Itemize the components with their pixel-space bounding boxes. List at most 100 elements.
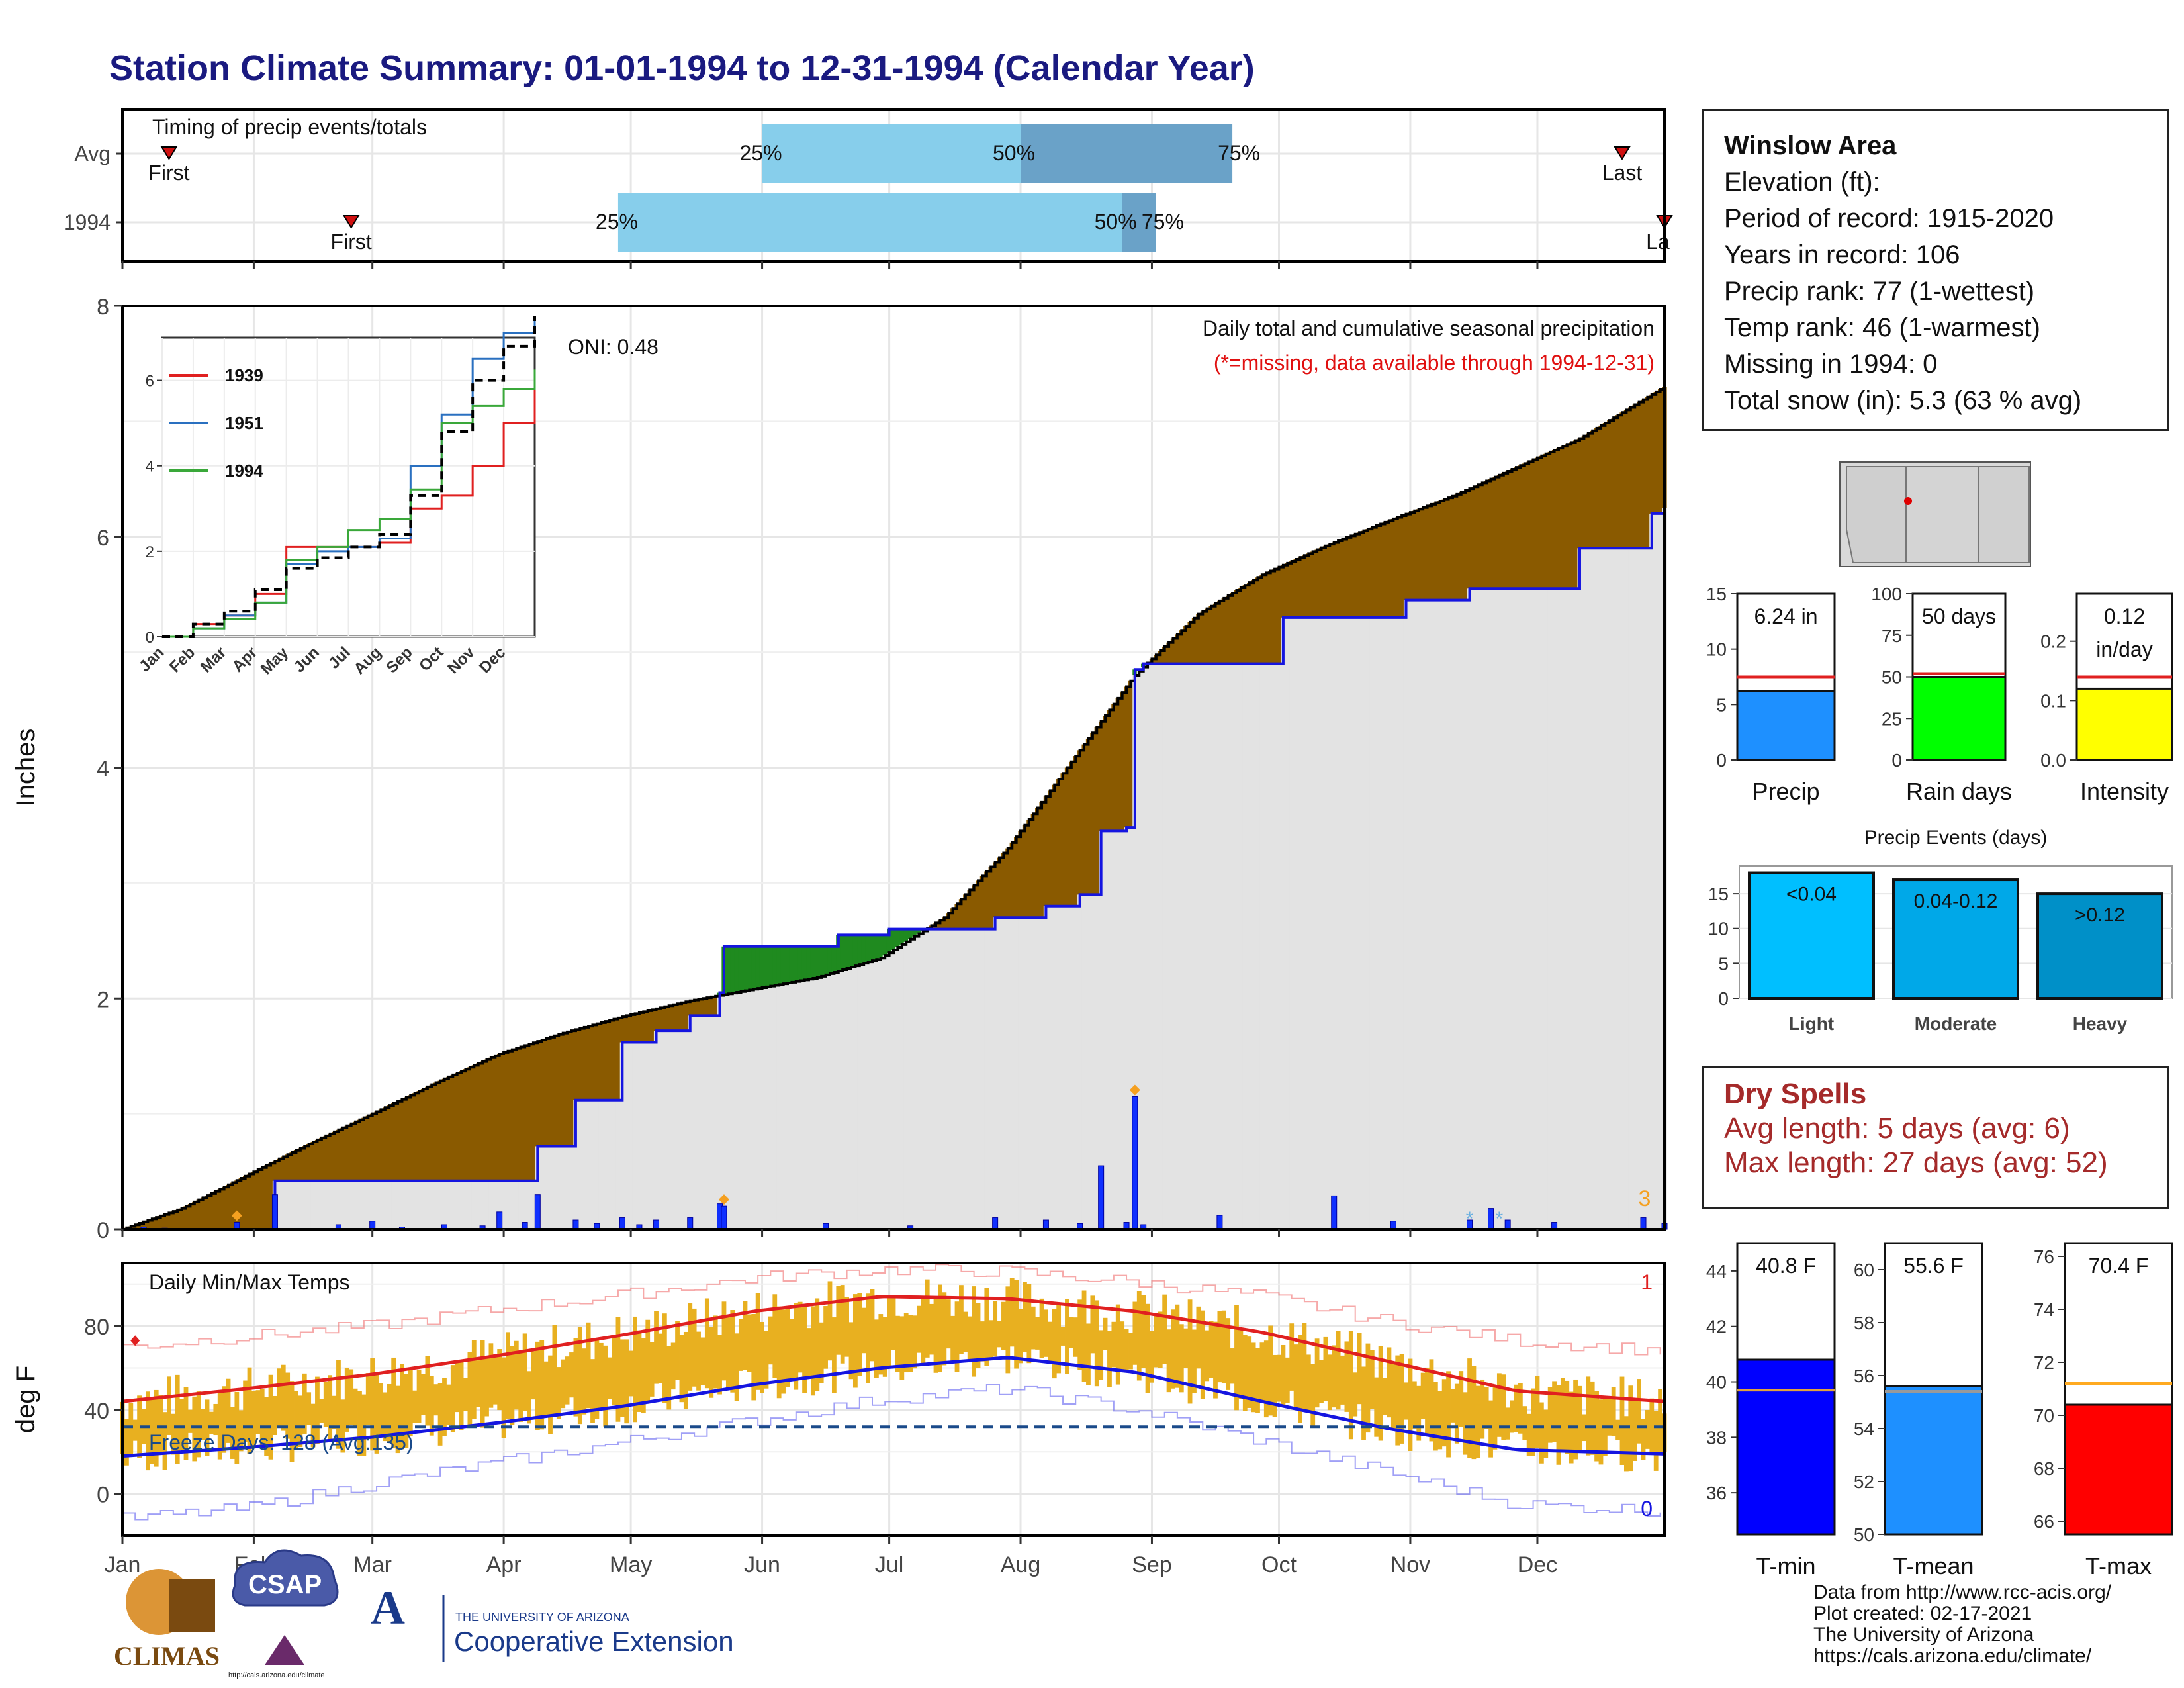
precip-gray-fill <box>794 981 799 1229</box>
precip-deficit-fill <box>1445 498 1451 600</box>
precip-deficit-fill <box>967 890 972 929</box>
precip-deficit-fill <box>1064 767 1070 906</box>
daily-temp-bar <box>548 1355 553 1434</box>
daily-temp-bar <box>675 1321 680 1380</box>
precip-deficit-fill <box>1653 391 1659 514</box>
precip-deficit-fill <box>1543 453 1549 589</box>
precip-deficit-fill <box>937 920 943 929</box>
daily-temp-bar <box>137 1395 142 1458</box>
precip-deficit-fill <box>1340 539 1345 618</box>
precip-surplus-fill <box>886 929 892 953</box>
daily-temp-bar <box>721 1301 727 1381</box>
precip-gray-fill <box>764 986 769 1229</box>
daily-temp-bar <box>1103 1317 1108 1350</box>
daily-temp-bar <box>1065 1299 1069 1374</box>
daily-temp-bar <box>1314 1338 1320 1408</box>
precip-deficit-fill <box>1408 512 1413 600</box>
precip-deficit-fill <box>979 876 985 929</box>
logos <box>126 1549 445 1665</box>
first-event-marker <box>160 146 178 160</box>
precip-deficit-fill <box>514 1048 519 1181</box>
precip-gray-fill <box>1166 663 1171 1229</box>
mini-y-tick-label: 72 <box>2034 1352 2054 1373</box>
precip-deficit-fill <box>637 1012 642 1043</box>
precip-surplus-fill <box>916 929 922 934</box>
precip-deficit-fill <box>370 1113 375 1181</box>
daily-temp-bar <box>154 1389 159 1467</box>
daily-precip-bar <box>271 1194 278 1230</box>
csap-logo-text: CSAP <box>248 1570 322 1599</box>
precip-gray-fill <box>505 1180 511 1229</box>
precip-gray-fill <box>319 1180 324 1229</box>
precip-deficit-fill <box>349 1123 354 1181</box>
precip-surplus-fill <box>865 935 871 962</box>
precip-deficit-fill <box>1281 565 1286 618</box>
precip-gray-fill <box>1365 617 1371 1229</box>
precip-deficit-fill <box>145 1220 151 1229</box>
daily-precip-bar <box>534 1194 541 1230</box>
daily-temp-bar <box>1154 1314 1159 1368</box>
daily-temp-bar <box>670 1342 676 1390</box>
precip-deficit-fill <box>1259 575 1265 664</box>
precip-gray-fill <box>1374 617 1379 1229</box>
precip-gray-fill <box>306 1180 312 1229</box>
daily-temp-bar <box>192 1396 197 1462</box>
precip-gray-fill <box>1103 831 1108 1229</box>
daily-temp-bar <box>908 1315 913 1372</box>
mini-y-tick-label: 15 <box>1706 584 1727 604</box>
precip-gray-fill <box>1111 831 1116 1229</box>
precip-gray-fill <box>547 1146 553 1229</box>
precip-deficit-fill <box>522 1045 527 1181</box>
daily-temp-bar <box>1518 1383 1523 1434</box>
precip-deficit-fill <box>476 1063 481 1181</box>
precip-deficit-fill <box>1590 430 1595 549</box>
precip-gray-fill <box>1132 675 1138 1229</box>
precip-gray-fill <box>730 993 735 1229</box>
precip-deficit-fill <box>1060 773 1066 906</box>
precip-deficit-fill <box>683 1002 688 1031</box>
daily-temp-bar <box>1336 1331 1341 1410</box>
precip-deficit-fill <box>972 885 977 929</box>
daily-temp-bar <box>1306 1354 1311 1413</box>
daily-temp-bar <box>1077 1299 1083 1370</box>
precip-gray-fill <box>1424 600 1430 1229</box>
precip-deficit-fill <box>598 1022 604 1100</box>
precip-gray-fill <box>420 1180 426 1229</box>
daily-temp-bar <box>552 1325 557 1415</box>
precip-gray-fill <box>561 1146 566 1229</box>
daily-temp-bar <box>1090 1295 1095 1354</box>
precip-gray-fill <box>383 1180 388 1229</box>
daily-temp-bar <box>1611 1387 1616 1436</box>
daily-temp-bar <box>1357 1333 1362 1405</box>
precip-deficit-fill <box>467 1067 473 1181</box>
station-snow: Total snow (in): 5.3 (63 % avg) <box>1724 386 2082 415</box>
daily-temp-bar <box>1035 1317 1040 1350</box>
daily-temp-bar <box>772 1294 778 1378</box>
daily-temp-bar <box>1183 1328 1189 1368</box>
daily-temp-bar <box>844 1297 849 1357</box>
daily-temp-bar <box>374 1374 379 1454</box>
precip-deficit-fill <box>1387 520 1392 618</box>
daily-temp-bar <box>196 1391 201 1458</box>
daily-temp-bar <box>988 1320 993 1359</box>
dry-spells-box: Dry Spells Avg length: 5 days (avg: 6) M… <box>1702 1066 2169 1209</box>
precip-gray-fill <box>861 963 866 1229</box>
precip-deficit-fill <box>700 998 705 1016</box>
precip-gray-fill <box>1056 906 1062 1229</box>
precip-gray-fill <box>641 1042 646 1229</box>
precip-deficit-fill <box>603 1021 608 1100</box>
precip-gray-fill <box>531 1180 536 1229</box>
precip-gray-fill <box>569 1146 574 1229</box>
timing-label-last: La <box>1646 230 1670 254</box>
precip-deficit-fill <box>1645 397 1650 549</box>
precip-gray-fill <box>1382 617 1388 1229</box>
daily-temp-bar <box>848 1322 854 1380</box>
precip-gray-fill <box>577 1100 582 1229</box>
precip-deficit-fill <box>641 1011 646 1043</box>
precip-deficit-fill <box>1484 481 1489 589</box>
daily-temp-bar <box>1192 1329 1197 1393</box>
daily-temp-bar <box>852 1294 858 1388</box>
record-count: 3 <box>1639 1186 1651 1211</box>
precip-gray-fill <box>344 1180 349 1229</box>
